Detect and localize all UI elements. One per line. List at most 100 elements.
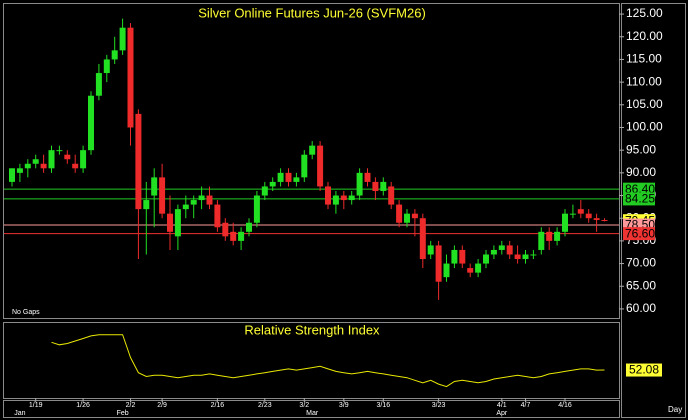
candle-body (269, 181, 276, 187)
x-tick-label: 1/26 (76, 402, 90, 409)
candle-body (167, 213, 173, 232)
y-tick-label: 120.00 (626, 29, 663, 43)
candle-body (88, 95, 94, 151)
candle-body (435, 245, 442, 282)
rsi-label: 52.08 (629, 363, 659, 377)
x-tick-label: 2/2 (126, 402, 136, 409)
candle-body (285, 172, 292, 182)
candle-body (332, 195, 339, 205)
candle-body (277, 172, 284, 182)
date-axis (3, 400, 620, 418)
y-tick-label: 95.00 (626, 142, 656, 156)
candle-body (577, 209, 584, 214)
candle-body (411, 213, 418, 219)
candle-body (546, 231, 553, 241)
y-tick-label: 115.00 (626, 52, 662, 66)
candle-body (309, 145, 316, 155)
candle-body (64, 154, 71, 160)
candle-body (601, 220, 608, 222)
candle-body (451, 249, 458, 264)
candle-body (111, 50, 118, 60)
candle-body (348, 195, 355, 201)
rsi-title: Relative Strength Index (244, 322, 380, 337)
x-tick-label: 2/9 (157, 402, 167, 409)
candle-body (32, 159, 39, 164)
candle-body (514, 254, 521, 260)
x-tick-label: 4/16 (558, 402, 572, 409)
candle-body (569, 213, 576, 215)
level-label: 86.40 (625, 182, 655, 196)
candle-body (95, 73, 102, 96)
rsi-panel (3, 322, 620, 399)
rsi-line (51, 334, 605, 388)
candle-body (301, 154, 308, 178)
candle-body (230, 231, 237, 241)
candle-body (522, 254, 529, 260)
candle-body (593, 218, 600, 221)
x-tick-label: 4/7 (521, 402, 531, 409)
y-tick-label: 90.00 (626, 165, 656, 179)
rsi-label-box (626, 363, 662, 377)
candle-body (372, 181, 379, 191)
x-tick-label: 4/1 (497, 402, 507, 409)
candle-body (483, 254, 489, 264)
candle-body (538, 231, 545, 250)
candle-body (554, 231, 561, 241)
candle-body (40, 163, 47, 169)
candle-body (182, 204, 189, 210)
y-tick-label: 105.00 (626, 97, 663, 111)
candle-body (364, 172, 371, 182)
price-panel (3, 3, 620, 319)
candle-body (80, 150, 87, 169)
candle-body (24, 163, 31, 169)
month-label: Apr (496, 410, 508, 417)
candle-body (317, 145, 324, 187)
candle-body (135, 113, 142, 210)
candle-body (159, 177, 166, 214)
candle-body (9, 168, 15, 182)
candle-body (443, 263, 450, 278)
candle-body (198, 195, 205, 201)
month-label: Mar (306, 410, 319, 417)
candle-body (562, 213, 568, 232)
candle-body (222, 222, 229, 237)
x-tick-label: 2/23 (258, 402, 272, 409)
level-label-box (623, 227, 655, 241)
candle-body (356, 172, 363, 196)
candle-body (48, 150, 55, 169)
candle-body (206, 195, 213, 205)
x-tick-label: 3/2 (299, 402, 309, 409)
candle-body (490, 249, 497, 255)
candle-body (380, 181, 387, 191)
month-label: Jan (14, 410, 25, 417)
candle-body (253, 195, 260, 223)
price-axis (621, 3, 686, 418)
note: No Gaps (12, 309, 40, 316)
candle-body (119, 27, 126, 51)
period: Day (668, 405, 682, 414)
y-tick-label: 70.00 (626, 256, 656, 270)
candle-body (325, 186, 331, 205)
candle-body (127, 27, 134, 128)
candle-body (404, 213, 410, 223)
candle-body (427, 245, 434, 255)
x-tick-label: 3/16 (376, 402, 390, 409)
candle-body (16, 168, 23, 173)
candle-body (396, 204, 403, 223)
candle-body (190, 200, 197, 205)
chart-title: Silver Online Futures Jun-26 (SVFM26) (198, 5, 426, 20)
candle-body (293, 177, 300, 182)
candle-body (261, 186, 268, 196)
candle-body (467, 268, 474, 273)
candle-body (530, 254, 537, 256)
candle-body (56, 150, 63, 152)
y-tick-label: 100.00 (626, 120, 663, 134)
candle-body (143, 200, 150, 210)
y-tick-label: 125.00 (626, 6, 663, 20)
candle-body (72, 163, 79, 169)
y-tick-label: 65.00 (626, 278, 656, 292)
candle-body (103, 59, 110, 74)
